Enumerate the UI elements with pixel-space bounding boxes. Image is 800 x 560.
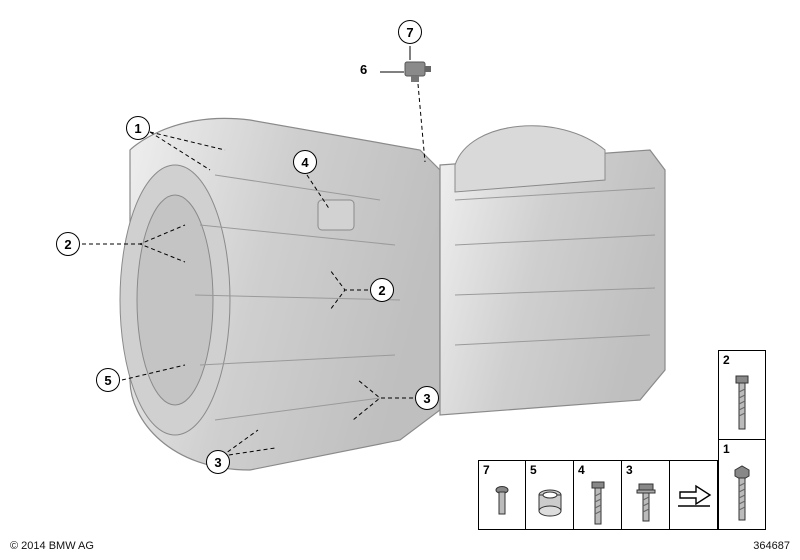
callout-1: 1 xyxy=(126,116,150,140)
thumb-3-num: 3 xyxy=(622,461,669,479)
copyright-text: © 2014 BMW AG xyxy=(10,540,94,552)
diagram-stage: { "copyright": "© 2014 BMW AG", "diagram… xyxy=(0,0,800,560)
thumb-2-icon xyxy=(719,369,765,439)
callout-6: 6 xyxy=(360,62,367,77)
thumb-7: 7 xyxy=(478,460,526,530)
thumb-4: 4 xyxy=(574,460,622,530)
callout-4: 4 xyxy=(293,150,317,174)
callout-2-mid: 2 xyxy=(370,278,394,302)
thumb-3-icon xyxy=(622,479,669,529)
thumb-2: 2 xyxy=(718,350,766,440)
thumb-5-icon xyxy=(526,479,573,529)
thumb-7-icon xyxy=(479,479,525,529)
thumb-5: 5 xyxy=(526,460,574,530)
thumb-1-num: 1 xyxy=(719,440,765,458)
sensor-icon xyxy=(403,60,433,84)
callout-2-left: 2 xyxy=(56,232,80,256)
thumb-row: 7 5 4 3 xyxy=(478,460,718,530)
thumb-4-num: 4 xyxy=(574,461,621,479)
thumb-arrow xyxy=(670,460,718,530)
thumb-3: 3 xyxy=(622,460,670,530)
thumb-1: 1 xyxy=(718,440,766,530)
callout-5: 5 xyxy=(96,368,120,392)
callout-3-right: 3 xyxy=(415,386,439,410)
thumb-2-num: 2 xyxy=(719,351,765,369)
thumb-5-num: 5 xyxy=(526,461,573,479)
thumb-column: 2 1 xyxy=(718,350,766,530)
callout-3-bottom: 3 xyxy=(206,450,230,474)
thumb-1-icon xyxy=(719,458,765,529)
thumb-4-icon xyxy=(574,479,621,529)
callout-7: 7 xyxy=(398,20,422,44)
diagram-number: 364687 xyxy=(753,540,790,552)
thumb-7-num: 7 xyxy=(479,461,525,479)
